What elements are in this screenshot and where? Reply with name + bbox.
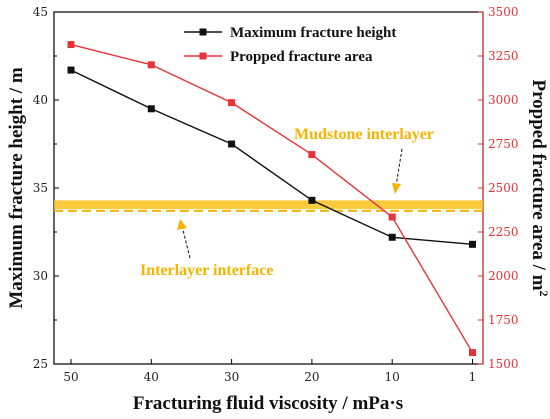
right-tick-label: 2000 (488, 269, 519, 283)
right-axis-title: Propped fracture area / m2 (528, 79, 550, 296)
right-axis-title-main: Propped fracture area / m (528, 79, 549, 290)
propped-fracture-area-point (388, 213, 396, 221)
legend: Maximum fracture height Propped fracture … (184, 25, 396, 65)
mudstone-arrow-shaft (395, 148, 403, 187)
left-tick-label: 40 (33, 93, 48, 107)
legend-label-propped-fracture-area: Propped fracture area (230, 49, 373, 65)
max-fracture-height-point (469, 240, 476, 248)
max-fracture-height-line (70, 69, 473, 246)
right-tick-label: 2250 (488, 225, 519, 239)
mudstone-interlayer-label: Mudstone interlayer (294, 126, 434, 143)
x-tick-label: 30 (224, 370, 239, 384)
interlayer-bands (54, 200, 483, 212)
right-tick-label: 3000 (488, 93, 519, 107)
max-fracture-height-point (147, 105, 155, 113)
max-fracture-height-point (228, 140, 236, 148)
propped-fracture-area-point (469, 349, 476, 357)
interface-arrow-head (177, 219, 187, 230)
right-axis-ticks: 1500 1750 2000 2250 2500 2750 3000 3250 3500 (478, 5, 519, 371)
propped-fracture-area-point (147, 61, 155, 69)
interlayer-interface-label: Interlayer interface (140, 262, 273, 279)
x-axis-title: Fracturing fluid viscosity / mPa·s (133, 393, 403, 414)
left-axis-title: Maximum fracture height / m (6, 67, 27, 308)
legend-marker-propped-fracture-area (199, 52, 207, 60)
right-tick-label: 1750 (488, 313, 519, 327)
x-tick-label: 40 (144, 370, 159, 384)
max-fracture-height-point (308, 196, 316, 204)
right-tick-label: 1500 (488, 357, 519, 371)
x-tick-label: 1 (469, 370, 477, 384)
legend-marker-max-fracture-height (199, 28, 207, 36)
right-tick-label: 2500 (488, 181, 519, 195)
propped-fracture-area-point (308, 151, 316, 159)
max-fracture-height-point (67, 66, 75, 74)
left-tick-label: 30 (33, 269, 48, 283)
right-tick-label: 2750 (488, 137, 519, 151)
left-tick-label: 25 (33, 357, 48, 371)
series-layer (67, 41, 476, 357)
x-tick-label: 10 (385, 370, 400, 384)
x-tick-label: 50 (63, 370, 78, 384)
propped-fracture-area-point (228, 99, 236, 107)
right-tick-label: 3500 (488, 5, 519, 19)
mudstone-arrow-head (392, 183, 401, 194)
legend-label-max-fracture-height: Maximum fracture height (230, 25, 396, 41)
annotation-arrows (177, 148, 403, 259)
left-tick-label: 45 (33, 5, 48, 19)
right-axis-title-sup: 2 (537, 291, 550, 297)
interface-arrow-shaft (181, 225, 191, 259)
mudstone-interlayer-band (54, 200, 483, 210)
left-axis-ticks: 25 30 35 40 45 (33, 5, 59, 371)
propped-fracture-area-line (70, 43, 474, 353)
x-tick-label: 20 (304, 370, 319, 384)
x-axis-ticks: 50 40 30 20 10 1 (63, 359, 476, 384)
propped-fracture-area-point (67, 41, 75, 49)
max-fracture-height-point (388, 233, 396, 241)
right-tick-label: 3250 (488, 49, 519, 63)
left-tick-label: 35 (33, 181, 48, 195)
